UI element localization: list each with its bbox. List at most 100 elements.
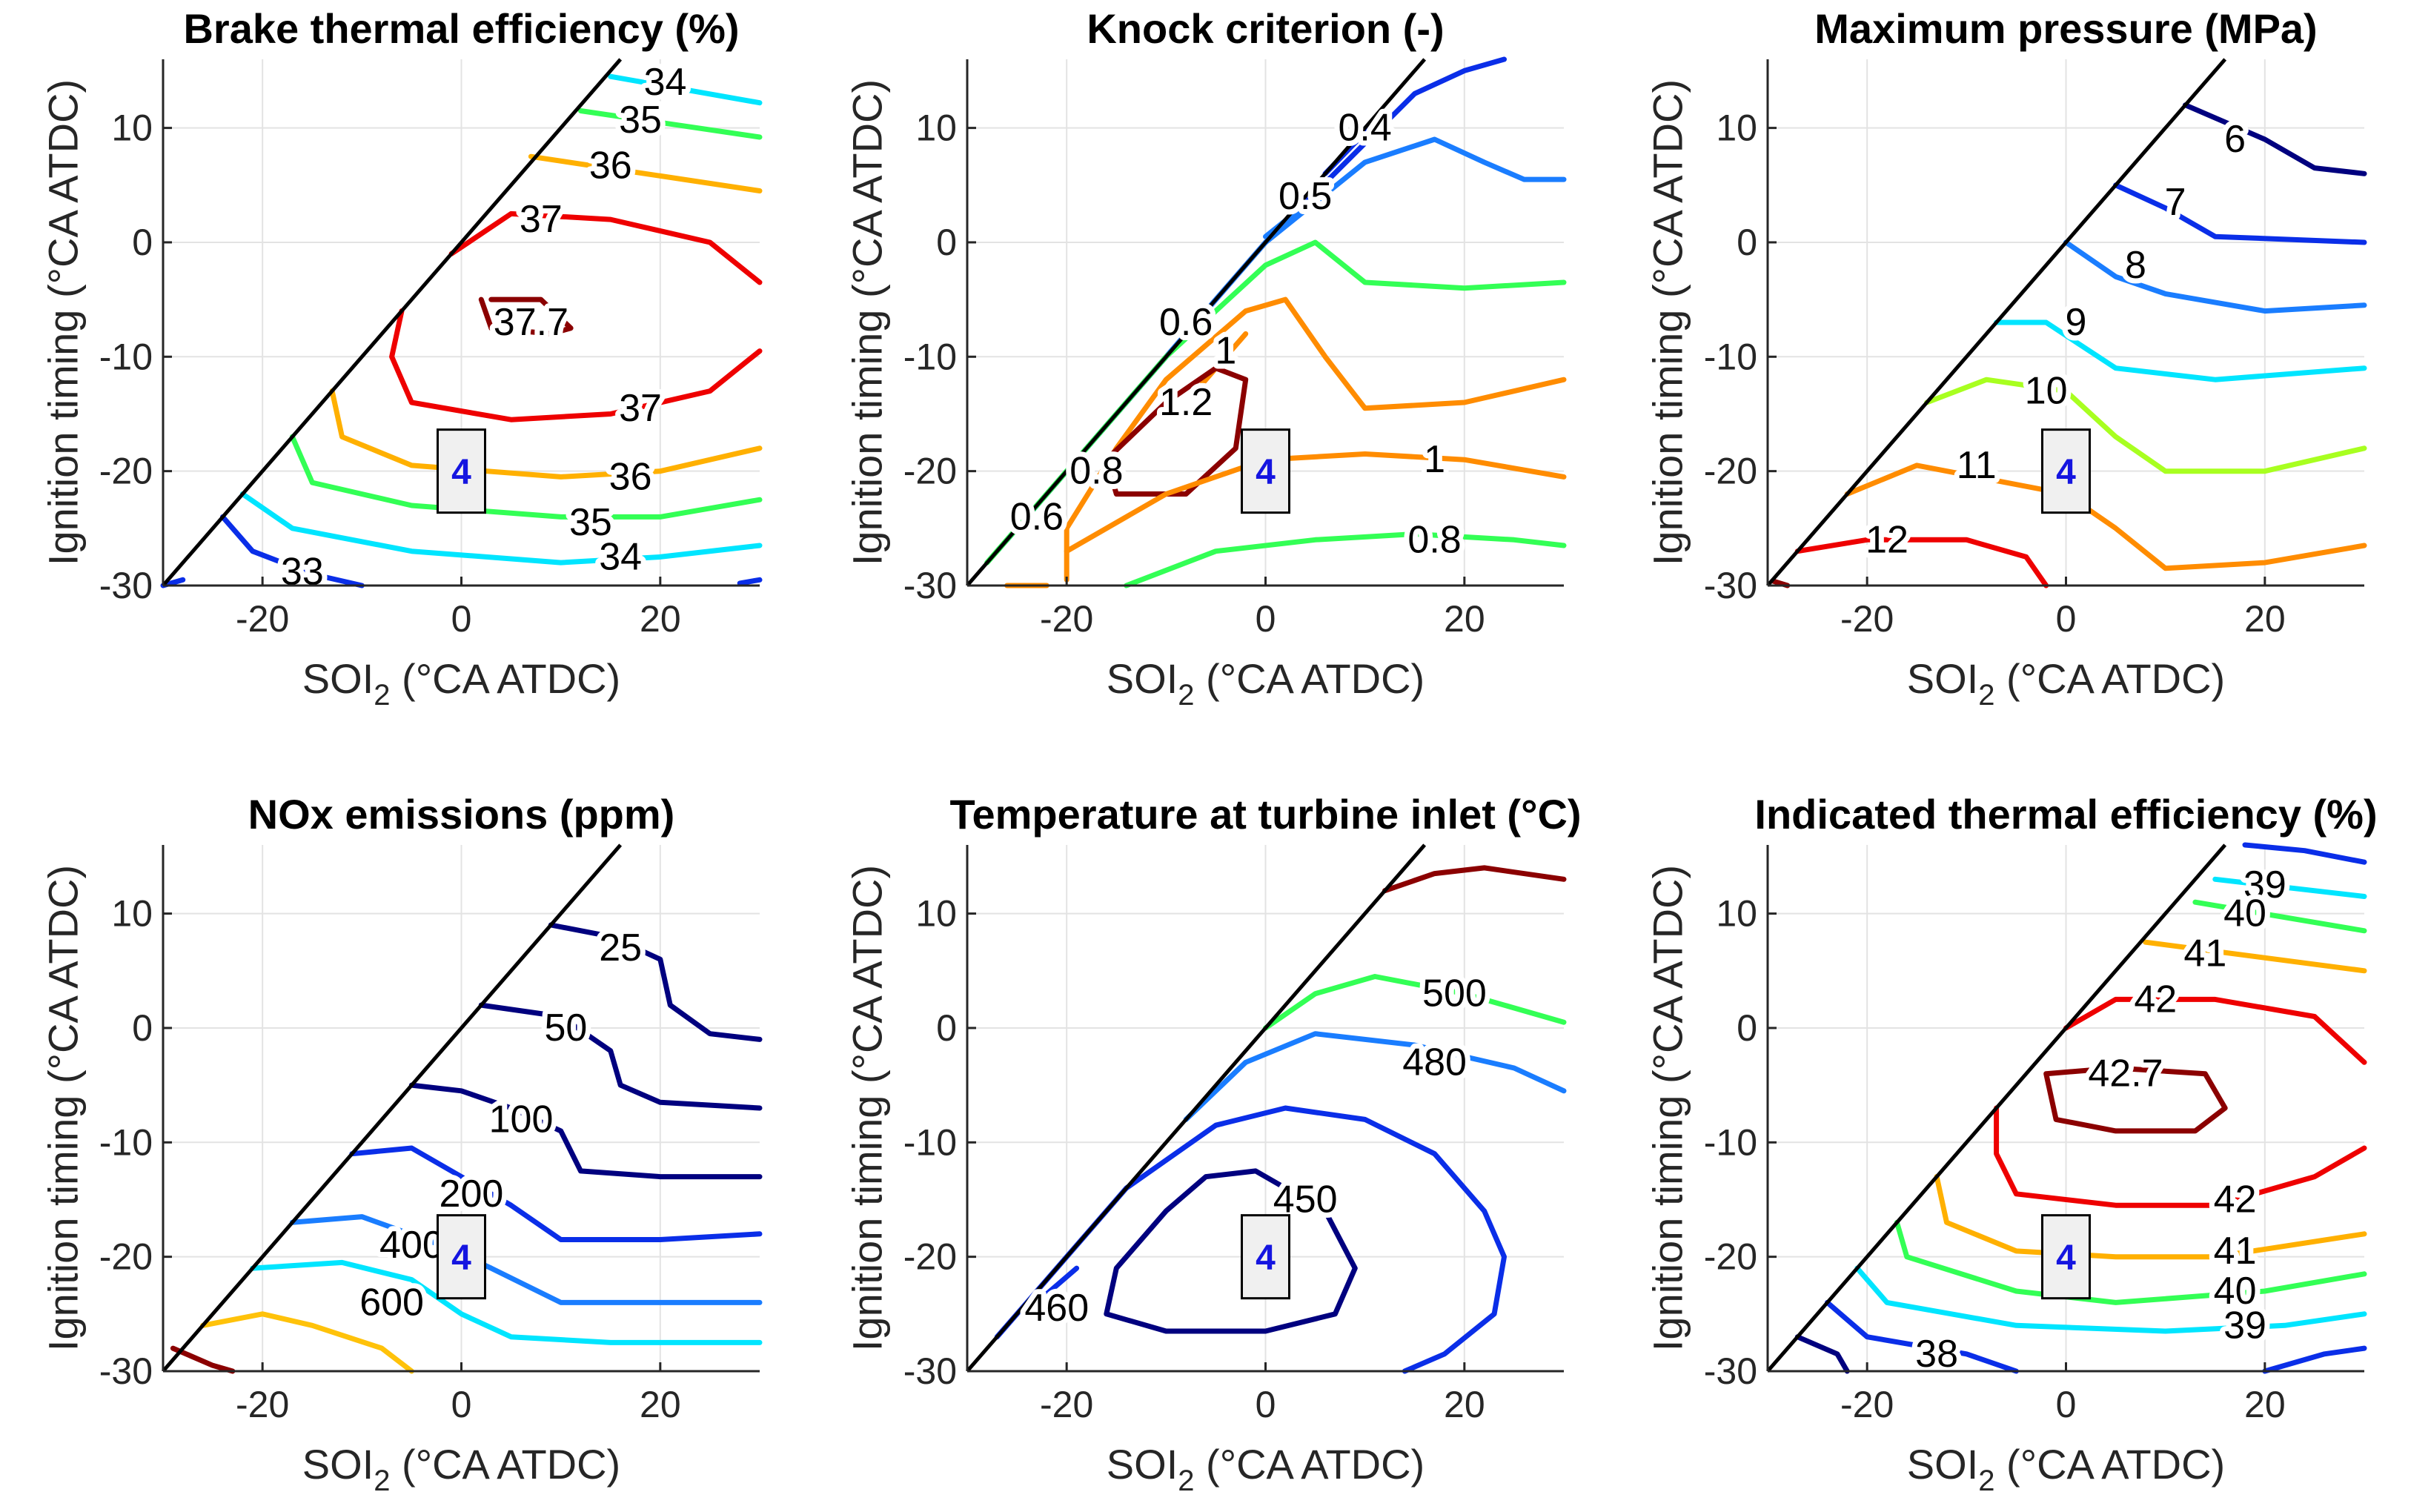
contour-line [448, 210, 763, 285]
panel-title: Knock criterion (-) [1087, 5, 1444, 52]
contour-line [220, 514, 365, 588]
operating-point-box [1241, 1214, 1290, 1300]
contour-line [1034, 1265, 1080, 1305]
contour-line [1193, 331, 1249, 394]
contour-line [478, 296, 574, 336]
contour-label: 41 [2183, 932, 2226, 975]
y-tick-label: 0 [936, 1007, 957, 1049]
contour-line [289, 434, 763, 520]
contour-label: 100 [489, 1098, 554, 1141]
contour-label: 11 [1957, 444, 1997, 487]
operating-point-box [2041, 428, 2091, 514]
y-tick-label: -20 [903, 451, 957, 492]
y-axis-label: Ignition timing (°CA ATDC) [40, 79, 87, 566]
contour-label: 35 [569, 501, 612, 544]
panel-2: 0.40.50.60.60.811.210.8-20 0 20-30-20-1001… [844, 5, 1567, 712]
contour-label: 37.7 [494, 301, 568, 344]
contour-label: 34 [599, 535, 642, 578]
contour-line [1794, 537, 2049, 588]
x-tick-label: 0 [2056, 598, 2077, 640]
operating-point-box [437, 1214, 486, 1300]
contour-label: 1 [1424, 438, 1445, 481]
panel-title: Temperature at turbine inlet (°C) [949, 791, 1581, 838]
x-tick-label: 20 [1444, 1384, 1485, 1425]
contour-label: 6 [2224, 118, 2246, 161]
y-tick-label: 10 [915, 893, 957, 935]
contour-label: 34 [644, 61, 687, 104]
contour-label: 7 [2165, 181, 2186, 224]
contour-line [2063, 996, 2367, 1065]
x-tick-label: 20 [2244, 598, 2286, 640]
contour-line [578, 108, 763, 140]
contour-line [2113, 182, 2367, 245]
contour-label: 40 [2214, 1270, 2257, 1313]
y-tick-label: 10 [111, 893, 153, 935]
contour-line [2212, 876, 2367, 899]
contour-line [2242, 842, 2367, 865]
panel-title: Maximum pressure (MPa) [1814, 5, 2317, 52]
boundary-line [162, 58, 623, 587]
operating-point-box [1241, 428, 1290, 514]
contour-line [1994, 1105, 2367, 1208]
y-tick-label: -10 [903, 336, 957, 377]
y-tick-label: -10 [903, 1121, 957, 1163]
x-tick-label: 0 [451, 1384, 472, 1425]
contour-line [408, 1082, 763, 1180]
contour-label: 39 [2223, 1304, 2266, 1347]
operating-point-box [437, 428, 486, 514]
y-tick-label: -30 [1704, 1350, 1757, 1392]
x-axis-label: SOI2 (°CA ATDC) [1907, 1441, 2225, 1497]
y-tick-label: -20 [1704, 1236, 1757, 1278]
contour-line [1994, 319, 2367, 382]
y-tick-label: -20 [99, 451, 153, 492]
panel-title: Brake thermal efficiency (%) [183, 5, 739, 52]
contour-line [1924, 377, 2367, 474]
x-tick-label: 20 [640, 598, 681, 640]
contour-label: 400 [379, 1224, 444, 1267]
contour-line [608, 73, 763, 106]
y-tick-label: -30 [99, 565, 153, 606]
y-tick-label: 0 [132, 1007, 153, 1049]
panel-title: Indicated thermal efficiency (%) [1754, 791, 2377, 838]
contour-line [1825, 1299, 2019, 1374]
contour-line [548, 922, 763, 1042]
y-tick-label: 0 [936, 222, 957, 263]
x-axis-label: SOI2 (°CA ATDC) [1107, 1441, 1425, 1497]
contour-line [289, 1214, 763, 1305]
contour-label: 35 [619, 99, 662, 142]
contour-label: 38 [1915, 1333, 1958, 1376]
contour-label: 10 [2025, 370, 2068, 413]
x-tick-label: -20 [1840, 1384, 1894, 1425]
contour-line [1263, 193, 1319, 239]
operating-point-label: 4 [451, 1239, 471, 1278]
y-tick-label: 0 [1737, 1007, 1757, 1049]
x-axis-label: SOI2 (°CA ATDC) [302, 1441, 620, 1497]
contour-label: 42 [2214, 1178, 2257, 1221]
contour-line [1382, 865, 1567, 894]
contour-label: 39 [2243, 863, 2286, 906]
contour-line [349, 1145, 763, 1242]
x-tick-label: 0 [451, 598, 472, 640]
x-tick-label: 20 [640, 1384, 681, 1425]
x-tick-label: -20 [1040, 1384, 1093, 1425]
contour-label: 0.8 [1407, 518, 1461, 561]
contour-label: 460 [1024, 1287, 1089, 1330]
y-tick-label: 10 [1716, 107, 1757, 149]
x-tick-label: 20 [1444, 598, 1485, 640]
contour-label: 600 [359, 1281, 424, 1324]
boundary-line [162, 843, 623, 1373]
panel-4: 25 50 100 200 400 600 -20 0 20 -30 -20 -10 0 10 NOx em… [40, 791, 763, 1497]
y-axis-label: Ignition timing (°CA ATDC) [1645, 865, 1691, 1351]
x-axis-label: SOI2 (°CA ATDC) [302, 655, 620, 712]
y-tick-label: -20 [99, 1236, 153, 1278]
y-tick-label: -30 [99, 1350, 153, 1392]
contour-label: 0.8 [1069, 450, 1123, 493]
y-tick-label: -10 [99, 1121, 153, 1163]
operating-point-label: 4 [1256, 1239, 1276, 1278]
contour-label: 37 [619, 387, 662, 430]
contour-line [170, 1345, 236, 1374]
x-tick-label: -20 [1840, 598, 1894, 640]
y-tick-label: 10 [111, 107, 153, 149]
